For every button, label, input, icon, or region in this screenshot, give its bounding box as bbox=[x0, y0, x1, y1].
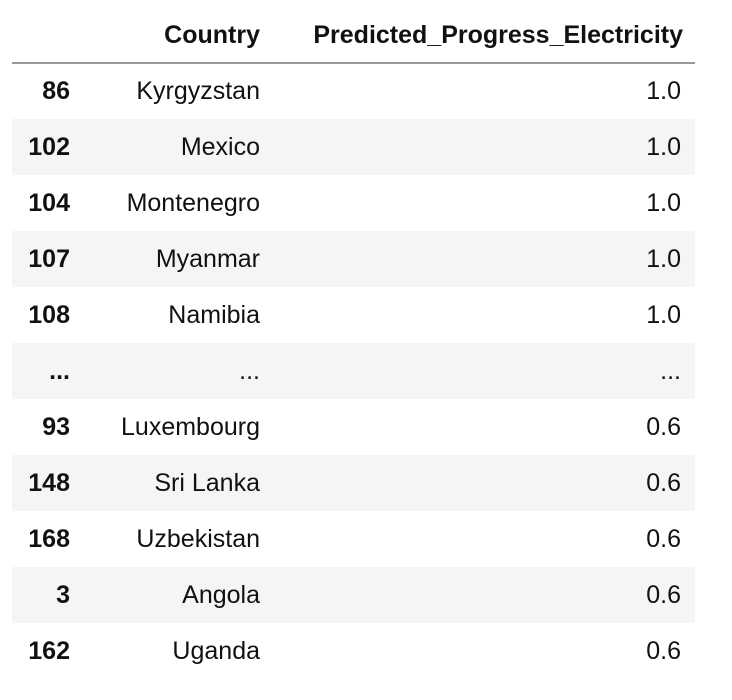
value-cell: 1.0 bbox=[646, 77, 681, 105]
country-cell: Montenegro bbox=[126, 188, 260, 217]
row-index: 86 bbox=[42, 77, 70, 105]
table-body: 86 Kyrgyzstan 1.0 102 Mexico 1.0 104 Mon… bbox=[12, 63, 695, 679]
value-cell: 1.0 bbox=[646, 132, 681, 161]
value-cell: 0.6 bbox=[646, 468, 681, 497]
value-cell: 1.0 bbox=[646, 300, 681, 329]
row-index: 102 bbox=[28, 132, 70, 161]
row-index-ellipsis: ... bbox=[49, 356, 70, 385]
table-row: 108 Namibia 1.0 bbox=[12, 287, 695, 343]
row-index: 108 bbox=[28, 300, 70, 329]
country-cell-ellipsis: ... bbox=[239, 356, 260, 385]
table-row: 107 Myanmar 1.0 bbox=[12, 231, 695, 287]
column-header-predicted-progress-electricity: Predicted_Progress_Electricity bbox=[272, 8, 695, 64]
value-cell: 0.6 bbox=[646, 524, 681, 553]
dataframe-table: Country Predicted_Progress_Electricity 8… bbox=[12, 8, 695, 679]
country-cell: Luxembourg bbox=[121, 412, 260, 441]
table-row: 86 Kyrgyzstan 1.0 bbox=[12, 63, 695, 119]
value-cell: 0.6 bbox=[646, 412, 681, 441]
country-cell: Sri Lanka bbox=[154, 468, 260, 497]
country-cell: Angola bbox=[182, 580, 260, 609]
country-cell: Uganda bbox=[172, 636, 260, 665]
row-index: 3 bbox=[56, 580, 70, 609]
table-row: 93 Luxembourg 0.6 bbox=[12, 399, 695, 455]
row-index: 93 bbox=[42, 412, 70, 441]
row-index: 168 bbox=[28, 524, 70, 553]
table-row: 162 Uganda 0.6 bbox=[12, 623, 695, 679]
country-cell: Uzbekistan bbox=[136, 524, 260, 553]
country-cell: Myanmar bbox=[155, 244, 260, 273]
country-cell: Mexico bbox=[180, 132, 260, 161]
column-header-country: Country bbox=[82, 8, 272, 64]
table-row: 3 Angola 0.6 bbox=[12, 567, 695, 623]
dataframe-output: Country Predicted_Progress_Electricity 8… bbox=[12, 8, 695, 679]
value-cell: 1.0 bbox=[646, 244, 681, 273]
value-cell: 0.6 bbox=[646, 636, 681, 665]
table-header: Country Predicted_Progress_Electricity bbox=[12, 8, 695, 64]
table-row: 104 Montenegro 1.0 bbox=[12, 175, 695, 231]
ellipsis-row: ... ... ... bbox=[12, 343, 695, 399]
country-cell: Kyrgyzstan bbox=[136, 77, 260, 105]
country-cell: Namibia bbox=[168, 300, 260, 329]
value-cell-ellipsis: ... bbox=[660, 356, 681, 385]
row-index: 162 bbox=[28, 636, 70, 665]
table-row: 168 Uzbekistan 0.6 bbox=[12, 511, 695, 567]
value-cell: 0.6 bbox=[646, 580, 681, 609]
table-row: 148 Sri Lanka 0.6 bbox=[12, 455, 695, 511]
index-header bbox=[12, 8, 82, 64]
value-cell: 1.0 bbox=[646, 188, 681, 217]
table-row: 102 Mexico 1.0 bbox=[12, 119, 695, 175]
row-index: 107 bbox=[28, 244, 70, 273]
header-row: Country Predicted_Progress_Electricity bbox=[12, 8, 695, 64]
row-index: 104 bbox=[28, 188, 70, 217]
row-index: 148 bbox=[28, 468, 70, 497]
